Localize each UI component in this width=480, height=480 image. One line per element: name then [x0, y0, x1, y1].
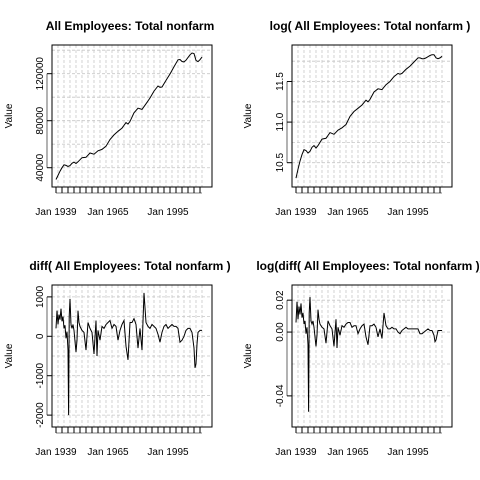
- chart-title: log( All Employees: Total nonfarm ): [270, 19, 471, 33]
- y-tick-label: 0: [35, 333, 46, 339]
- y-tick-label: 10.5: [275, 153, 286, 173]
- y-tick-label: -2000: [35, 402, 46, 428]
- chart-title: diff( All Employees: Total nonfarm ): [29, 259, 230, 273]
- x-tick-label: Jan 1965: [87, 447, 129, 458]
- chart-panel-4: Jan 1939 Jan 1965 Jan 1995 -0.04 0.00 0.02 log…: [243, 259, 480, 458]
- y-tick-label: 11.0: [275, 112, 286, 131]
- x-axis-ticks: [55, 187, 202, 194]
- x-tick-label: Jan 1995: [387, 447, 429, 458]
- plot-frame: [51, 284, 213, 428]
- series-line: [55, 52, 203, 180]
- y-axis-label: Value: [243, 343, 254, 368]
- x-tick-label: Jan 1939: [275, 447, 317, 458]
- series-line: [295, 54, 443, 179]
- grid: [292, 45, 452, 187]
- chart-title: log(diff( All Employees: Total nonfarm )…: [256, 259, 480, 273]
- y-tick-label: 0.00: [275, 322, 286, 342]
- y-tick-label: 1000: [35, 285, 46, 308]
- x-tick-label: Jan 1965: [87, 207, 129, 218]
- y-axis-label: Value: [4, 343, 15, 368]
- grid: [52, 285, 212, 427]
- y-axis-label: Value: [243, 103, 254, 128]
- chart-panel-1: Jan 1939 Jan 1965 Jan 1995 40000 80000 120000…: [4, 19, 214, 218]
- y-tick-label: -1000: [35, 362, 46, 388]
- chart-panel-2: Jan 1939 Jan 1965 Jan 1995 10.5 11.0 11.5 log(…: [243, 19, 470, 218]
- plot-frame: [51, 44, 213, 188]
- y-tick-label: 40000: [35, 153, 46, 181]
- series-line: [55, 292, 202, 416]
- chart-panel-3: Jan 1939 Jan 1965 Jan 1995 -2000 -1000 0 1000 d…: [4, 259, 231, 458]
- y-tick-label: 0.02: [275, 290, 286, 310]
- x-tick-label: Jan 1939: [275, 207, 317, 218]
- y-tick-label: 120000: [35, 57, 46, 91]
- x-axis-ticks: [295, 187, 442, 194]
- chart-title: All Employees: Total nonfarm: [46, 19, 214, 33]
- y-tick-label: 80000: [35, 106, 46, 134]
- x-tick-label: Jan 1995: [387, 207, 429, 218]
- y-axis-label: Value: [4, 103, 15, 128]
- y-tick-label: -0.04: [275, 384, 286, 407]
- grid: [292, 285, 452, 427]
- x-tick-label: Jan 1939: [35, 447, 77, 458]
- x-tick-label: Jan 1995: [147, 207, 189, 218]
- x-tick-label: Jan 1995: [147, 447, 189, 458]
- grid: [52, 45, 212, 187]
- x-tick-label: Jan 1939: [35, 207, 77, 218]
- x-axis-ticks: [295, 427, 442, 434]
- x-tick-label: Jan 1965: [327, 447, 369, 458]
- plot-frame: [291, 44, 453, 188]
- y-tick-label: 11.5: [275, 72, 286, 91]
- x-tick-label: Jan 1965: [327, 207, 369, 218]
- x-axis-ticks: [55, 427, 202, 434]
- plot-frame: [291, 284, 453, 428]
- series-line: [295, 296, 442, 412]
